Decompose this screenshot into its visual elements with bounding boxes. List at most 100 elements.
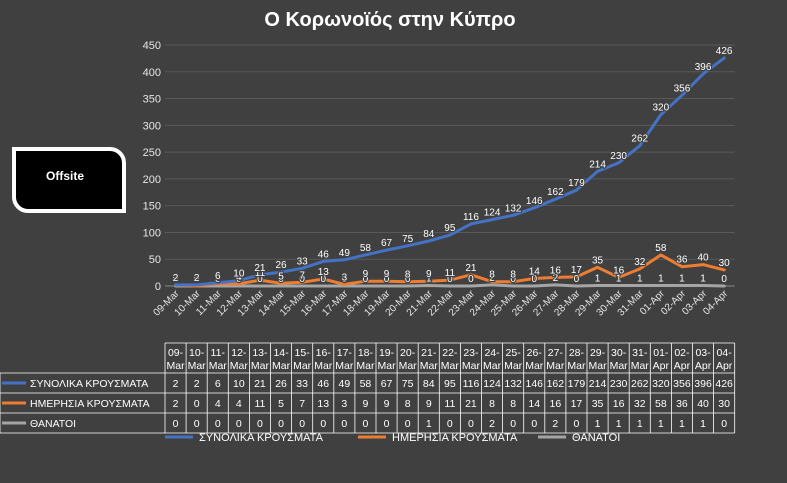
table-cell: 4	[215, 398, 221, 410]
table-cell: 0	[341, 418, 347, 430]
data-label: 0	[531, 274, 537, 285]
table-header-cell: 23-	[463, 347, 479, 359]
data-label: 0	[236, 274, 242, 285]
data-label: 11	[445, 268, 456, 279]
data-label: 0	[194, 274, 200, 285]
data-label: 8	[489, 270, 495, 281]
table-cell: 0	[468, 418, 474, 430]
table-cell: 7	[299, 398, 305, 410]
table-header-cell: 29-	[590, 347, 606, 359]
y-tick-label: 50	[149, 254, 161, 266]
table-cell: 0	[510, 418, 516, 430]
data-label: 1	[426, 273, 432, 284]
table-header-cell: Mar	[483, 360, 502, 372]
data-label: 9	[363, 269, 369, 280]
table-cell: 8	[405, 398, 411, 410]
table-cell: 0	[194, 418, 200, 430]
legend-label: ΣΥΝΟΛΙΚΑ ΚΡΟΥΣΜΑΤΑ	[199, 432, 324, 444]
table-header-cell: Mar	[504, 360, 523, 372]
table-cell: 146	[525, 378, 543, 390]
table-cell: 21	[254, 378, 266, 390]
data-label: 5	[278, 271, 284, 282]
table-cell: 33	[296, 378, 308, 390]
table-cell: 13	[317, 398, 329, 410]
table-cell: 0	[363, 418, 369, 430]
table-header-cell: 14-	[273, 347, 289, 359]
table-cell: 16	[550, 398, 562, 410]
y-tick-label: 300	[143, 120, 161, 132]
data-label: 36	[676, 255, 688, 266]
y-tick-label: 100	[143, 227, 161, 239]
table-cell: 46	[317, 378, 329, 390]
data-label: 4	[215, 272, 221, 283]
data-label: 1	[595, 273, 601, 284]
data-label: 49	[339, 248, 351, 259]
data-label: 1	[637, 273, 643, 284]
table-header-cell: 04-	[717, 347, 733, 359]
table-cell: 8	[510, 398, 516, 410]
table-cell: 26	[275, 378, 287, 390]
data-label: 26	[275, 260, 287, 271]
table-cell: 0	[405, 418, 411, 430]
table-header-cell: 26-	[527, 347, 543, 359]
data-label: 14	[529, 267, 541, 278]
data-label: 162	[547, 187, 564, 198]
table-cell: 4	[236, 398, 242, 410]
data-table: 09-Mar10-Mar11-Mar12-Mar13-Mar14-Mar15-M…	[0, 342, 736, 434]
table-header-cell: Apr	[695, 360, 712, 372]
table-cell: 124	[483, 378, 501, 390]
data-label: 32	[634, 257, 646, 268]
table-header-cell: Mar	[167, 360, 186, 372]
table-cell: 6	[215, 378, 221, 390]
data-label: 58	[360, 243, 372, 254]
data-label: 124	[484, 208, 501, 219]
series-lines	[174, 56, 726, 288]
data-label: 179	[568, 178, 585, 189]
table-cell: 396	[694, 378, 712, 390]
data-label: 16	[613, 265, 625, 276]
table-cell: 9	[384, 398, 390, 410]
data-label: 58	[655, 243, 667, 254]
data-label: 1	[658, 273, 664, 284]
table-header-cell: 22-	[442, 347, 458, 359]
table-cell: 9	[426, 398, 432, 410]
table-header-cell: 02-	[674, 347, 690, 359]
table-header-cell: 16-	[316, 347, 332, 359]
table-cell: 0	[721, 418, 727, 430]
data-label: 0	[257, 274, 263, 285]
table-header-cell: 13-	[252, 347, 268, 359]
table-cell: 0	[173, 418, 179, 430]
data-label: 0	[278, 274, 284, 285]
data-label: 4	[236, 272, 242, 283]
table-cell: 0	[320, 418, 326, 430]
table-header-cell: Mar	[230, 360, 249, 372]
table-header-cell: 19-	[379, 347, 395, 359]
table-header-cell: 21-	[421, 347, 437, 359]
series-line	[174, 253, 726, 288]
table-cell: 2	[489, 418, 495, 430]
table-cell: 0	[236, 418, 242, 430]
table-cell: 1	[595, 418, 601, 430]
table-header-cell: Mar	[462, 360, 481, 372]
data-label: 7	[299, 270, 305, 281]
table-header-cell: 27-	[548, 347, 564, 359]
table-cell: 9	[363, 398, 369, 410]
table-cell: 426	[715, 378, 733, 390]
table-cell: 0	[574, 418, 580, 430]
table-row-label: ΣΥΝΟΛΙΚΑ ΚΡΟΥΣΜΑΤΑ	[30, 378, 148, 390]
data-label: 146	[526, 196, 543, 207]
table-cell: 0	[257, 418, 263, 430]
data-label: 2	[173, 273, 179, 284]
y-tick-label: 350	[143, 94, 161, 106]
gridlines	[165, 44, 735, 287]
data-label: 11	[255, 268, 266, 279]
data-label: 2	[489, 273, 495, 284]
table-cell: 2	[173, 398, 179, 410]
table-cell: 58	[360, 378, 372, 390]
data-label: 0	[574, 274, 580, 285]
table-header-cell: Mar	[546, 360, 565, 372]
table-cell: 0	[384, 418, 390, 430]
table-header-cell: Mar	[356, 360, 375, 372]
table-header-cell: 25-	[506, 347, 522, 359]
table-header-cell: Mar	[188, 360, 207, 372]
